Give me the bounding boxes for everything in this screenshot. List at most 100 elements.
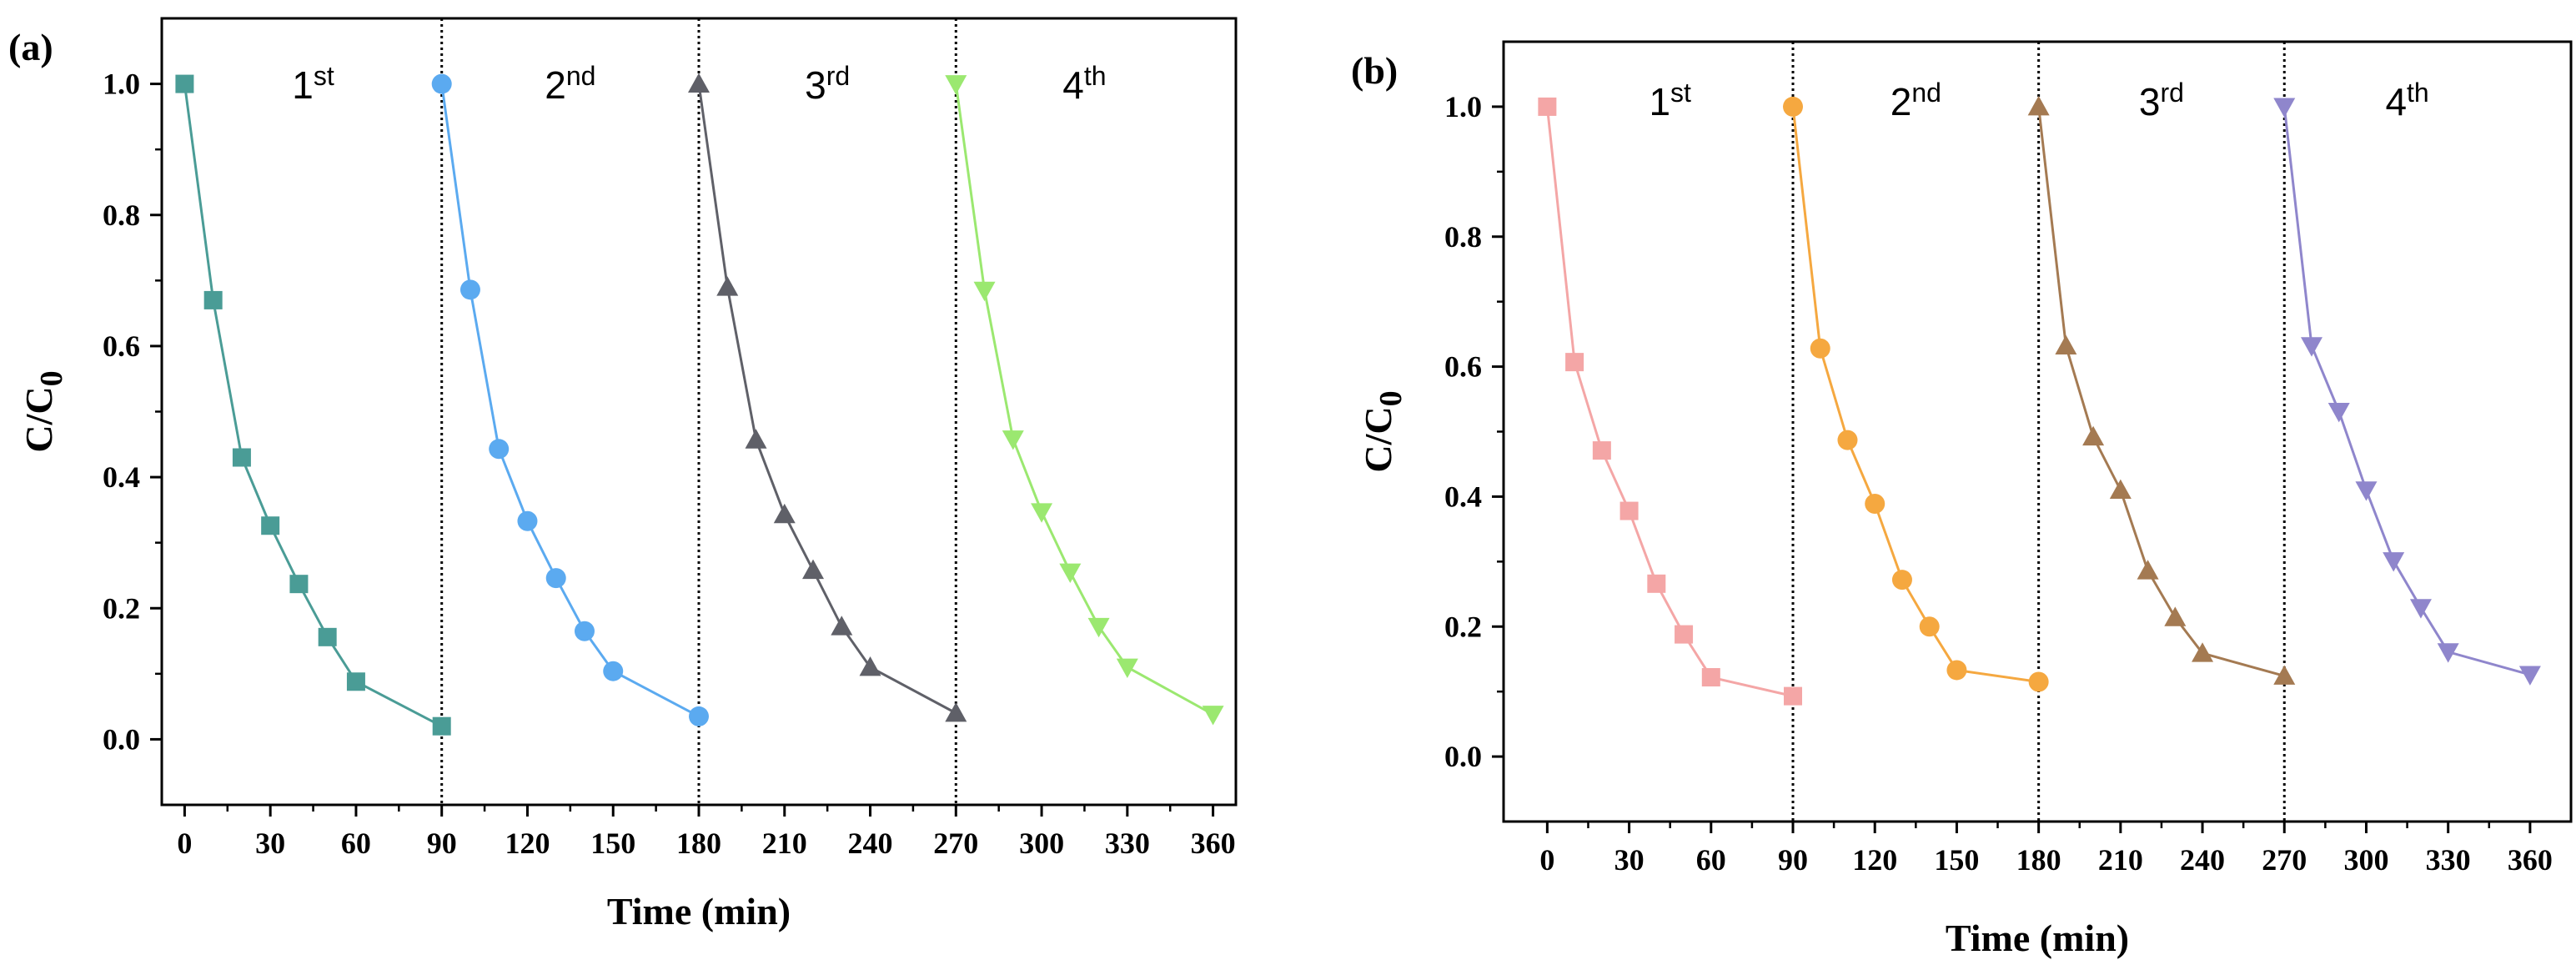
data-point	[1202, 706, 1224, 726]
data-point	[1919, 616, 1940, 637]
y-tick-label: 1.0	[1444, 90, 1482, 123]
data-point	[1031, 503, 1053, 523]
x-tick-label: 360	[1191, 827, 1236, 860]
data-point	[1810, 338, 1830, 359]
data-point	[745, 429, 767, 449]
data-point	[1783, 96, 1804, 117]
data-point	[574, 621, 595, 641]
data-point	[831, 616, 853, 636]
y-tick-label: 0.0	[103, 722, 140, 756]
data-point	[1675, 625, 1694, 644]
y-tick-label: 1.0	[103, 68, 140, 101]
data-point	[2301, 337, 2323, 357]
series-line	[954, 83, 1214, 716]
x-tick-label: 270	[2262, 843, 2307, 877]
series-line	[1791, 106, 2039, 683]
data-point	[545, 568, 566, 589]
series-line	[2037, 106, 2285, 677]
series-3rd	[688, 73, 967, 722]
series-2nd	[1783, 96, 2049, 692]
series-line	[440, 83, 700, 718]
data-point	[175, 74, 194, 93]
panel-label: (a)	[8, 26, 53, 68]
x-tick-label: 270	[933, 827, 978, 860]
series-line	[183, 83, 443, 728]
data-point	[459, 279, 480, 300]
data-point	[1891, 570, 1912, 591]
data-point	[1087, 617, 1110, 638]
data-point	[2082, 425, 2105, 446]
data-point	[1837, 430, 1858, 450]
data-point	[2327, 402, 2350, 423]
x-axis-title: Time (min)	[607, 890, 791, 932]
x-tick-label: 150	[590, 827, 635, 860]
data-point	[2409, 599, 2432, 619]
y-tick-label: 0.0	[1444, 740, 1482, 773]
data-point	[432, 716, 451, 736]
data-point	[2027, 95, 2050, 116]
series-2nd	[431, 73, 709, 726]
data-point	[859, 656, 881, 676]
data-point	[2273, 665, 2296, 685]
series-3rd	[2027, 95, 2296, 685]
x-tick-label: 90	[427, 827, 457, 860]
data-point	[716, 276, 739, 296]
series-line	[2282, 106, 2531, 676]
data-point	[802, 559, 825, 580]
data-point	[203, 290, 223, 309]
x-tick-label: 330	[1105, 827, 1150, 860]
x-tick-label: 60	[1696, 843, 1726, 877]
plot-frame	[1502, 40, 2573, 823]
cycle-label: 2nd	[545, 61, 595, 107]
data-point	[346, 672, 365, 691]
data-point	[2383, 552, 2405, 572]
data-point	[773, 503, 796, 524]
y-tick-label: 0.6	[103, 329, 140, 363]
x-tick-label: 210	[762, 827, 807, 860]
data-point	[945, 75, 967, 95]
x-axis-title: Time (min)	[1946, 917, 2129, 959]
data-point	[232, 448, 251, 467]
panel-b: (b) 0.0 0.2 0.4 0.6 0.8 1.0 0 30 60 90 120 150 180 210…	[1351, 40, 2573, 959]
data-point	[2355, 481, 2378, 501]
data-point	[1647, 574, 1666, 593]
cycle-label: 1st	[1649, 78, 1691, 123]
data-point	[2437, 643, 2459, 663]
data-point	[1946, 660, 1967, 681]
x-tick-label: 210	[2098, 843, 2143, 877]
series-line	[697, 83, 957, 715]
y-tick-label: 0.8	[1444, 220, 1482, 254]
data-point	[2164, 606, 2187, 626]
x-tick-label: 120	[1852, 843, 1897, 877]
data-point	[2192, 642, 2214, 662]
panel-a: (a) 0.0 0.2 0.4 0.6 0.8 1.0 0 30 60 90 120 150 180 210…	[8, 17, 1238, 932]
data-point	[318, 627, 337, 646]
data-point	[2109, 479, 2132, 500]
x-tick-label: 240	[2180, 843, 2225, 877]
data-point	[1565, 353, 1584, 372]
x-tick-label: 150	[1934, 843, 1979, 877]
data-point	[289, 575, 309, 594]
data-point	[1002, 430, 1024, 450]
data-point	[1701, 668, 1720, 687]
series-4th	[945, 75, 1224, 726]
cycle-label: 4th	[2385, 78, 2428, 123]
data-point	[1538, 97, 1557, 116]
data-point	[2518, 666, 2541, 686]
x-tick-label: 0	[177, 827, 192, 860]
x-tick-label: 90	[1778, 843, 1808, 877]
x-tick-label: 30	[255, 827, 285, 860]
cycle-label: 2nd	[1891, 78, 1941, 123]
data-point	[603, 661, 624, 681]
series-1st	[175, 74, 451, 736]
x-tick-label: 60	[341, 827, 371, 860]
data-point	[1059, 563, 1082, 584]
data-point	[1865, 493, 1886, 514]
x-tick-label: 120	[505, 827, 550, 860]
data-point	[431, 73, 452, 94]
x-tick-label: 180	[676, 827, 721, 860]
x-tick-label: 180	[2016, 843, 2061, 877]
x-tick-label: 360	[2508, 843, 2553, 877]
data-point	[1592, 441, 1611, 460]
